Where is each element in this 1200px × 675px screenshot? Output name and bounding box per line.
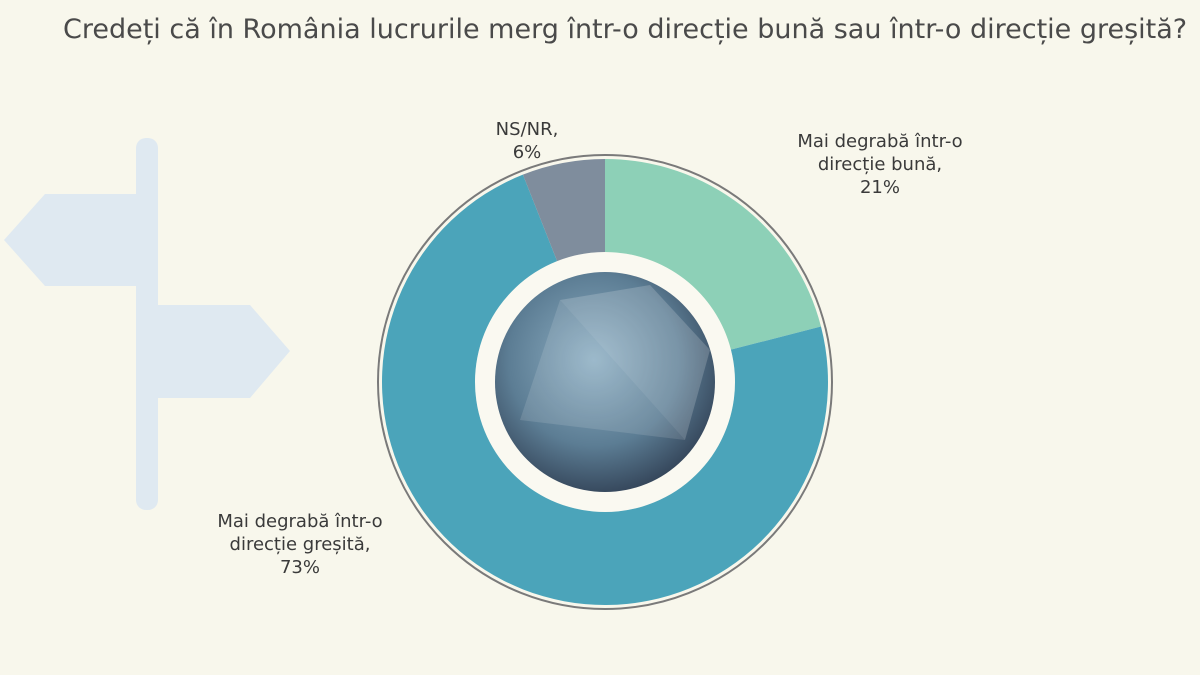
center-image [495,272,715,492]
donut-slice [605,159,821,350]
outer-ring [377,154,833,610]
data-label: Mai degrabă într-o direcție greșită, 73% [200,510,400,579]
category-label: Mai degrabă într-o direcție greșită, [217,511,383,555]
category-label: Mai degrabă într-o direcție bună, [797,131,963,175]
value-label: 21% [859,177,900,198]
data-label: NS/NR, 6% [427,118,627,164]
category-label: NS/NR, [495,119,559,140]
data-label: Mai degrabă într-o direcție bună, 21% [780,130,980,199]
signpost [4,138,290,510]
donut-slice [522,159,605,262]
facet [520,300,685,440]
value-label: 73% [279,557,320,578]
donut-slice [381,174,828,606]
chart-title: Credeți că în România lucrurile merg înt… [63,14,1188,45]
value-label: 6% [512,142,542,163]
facet [560,285,710,440]
